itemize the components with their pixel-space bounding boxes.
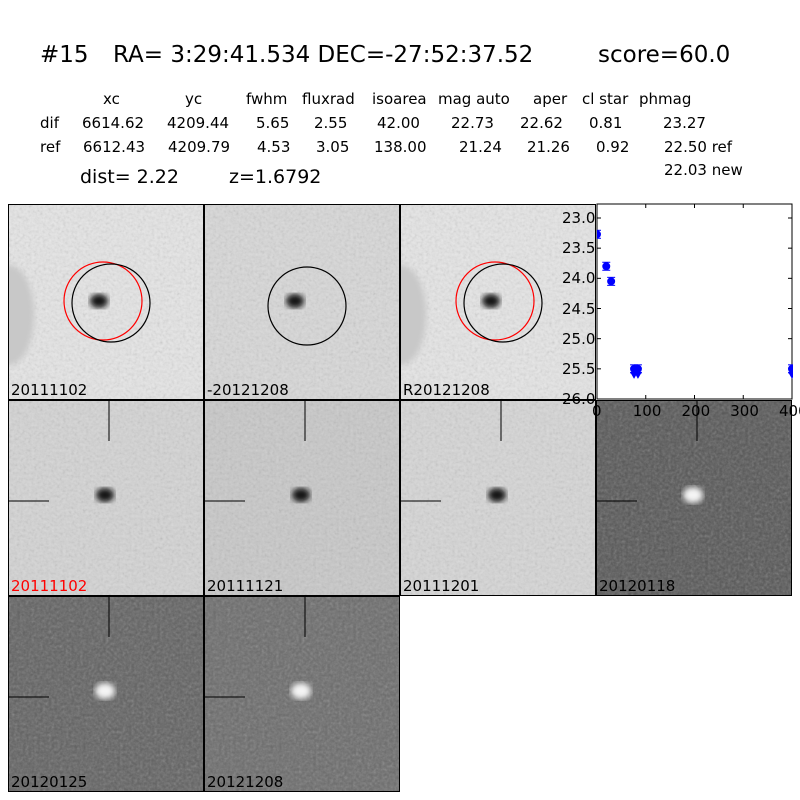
source-blob	[90, 294, 108, 308]
stamp-date-label: 20111121	[207, 577, 284, 595]
cell-value: 0.92	[596, 138, 630, 156]
detection-point	[633, 364, 642, 373]
coordinates: RA= 3:29:41.534 DEC=-27:52:37.52	[113, 42, 534, 68]
black-aperture-circle	[267, 266, 347, 346]
cell-value: 5.65	[256, 114, 290, 132]
stamp-date-label: 20120125	[11, 773, 88, 791]
upper-limit-marker	[630, 371, 639, 379]
column-header: cl star	[582, 90, 629, 108]
column-header: xc	[103, 90, 120, 108]
stamp-date-label: 20111201	[403, 577, 480, 595]
detection-point	[607, 277, 616, 286]
detection-point	[788, 364, 793, 373]
y-tick-label: 25.0	[562, 329, 596, 348]
column-header: yc	[185, 90, 203, 108]
dist-value: dist= 2.22	[80, 166, 179, 188]
candidate-id: #15	[40, 42, 89, 68]
x-tick-label: 400	[779, 402, 800, 420]
y-tick-label: 24.0	[562, 269, 596, 288]
stamp-date-label: -20121208	[207, 381, 289, 399]
detection-point	[630, 364, 639, 373]
cell-value: 22.50 ref	[664, 138, 733, 156]
detection-point	[602, 262, 611, 271]
plot-area	[596, 203, 793, 400]
row-label: dif	[40, 114, 59, 132]
cell-value: 0.81	[589, 114, 623, 132]
column-header: mag auto	[438, 90, 510, 108]
stamp-date-label: 20121208	[207, 773, 284, 791]
cell-value: 21.26	[527, 138, 570, 156]
x-tick-label: 100	[632, 402, 662, 420]
row-label: ref	[40, 138, 61, 156]
stamp-date-label: 20111102	[11, 381, 88, 399]
redshift-value: z=1.6792	[229, 166, 322, 188]
image-stamp: 20111201	[400, 400, 596, 596]
upper-limit-marker	[788, 371, 793, 379]
source-blob	[286, 294, 304, 308]
cell-value: 21.24	[459, 138, 502, 156]
y-tick-label: 25.5	[562, 359, 596, 378]
image-stamp: 20121208	[204, 596, 400, 792]
column-header: isoarea	[372, 90, 427, 108]
source-blob	[291, 683, 311, 699]
cell-value: 2.55	[314, 114, 348, 132]
cell-value: 22.62	[520, 114, 563, 132]
image-stamp: R20121208	[400, 204, 596, 400]
image-stamp: 20111121	[204, 400, 400, 596]
phmag-new: 22.03 new	[664, 161, 743, 179]
cell-value: 4.53	[257, 138, 291, 156]
cell-value: 4209.79	[168, 138, 231, 156]
y-tick-label: 24.5	[562, 299, 596, 318]
stamp-date-label: R20121208	[403, 381, 490, 399]
red-aperture-circle	[63, 261, 143, 341]
x-tick-label: 0	[592, 402, 602, 420]
score: score=60.0	[598, 42, 731, 68]
source-blob	[95, 683, 115, 699]
column-header: fwhm	[246, 90, 288, 108]
image-stamp: 20120125	[8, 596, 204, 792]
source-blob	[488, 488, 506, 502]
image-stamp: -20121208	[204, 204, 400, 400]
column-header: phmag	[639, 90, 692, 108]
y-tick-label: 23.0	[562, 209, 596, 227]
upper-limit-marker	[633, 371, 642, 379]
red-aperture-circle	[455, 261, 535, 341]
x-tick-label: 300	[730, 402, 759, 420]
y-tick-label: 23.5	[562, 239, 596, 258]
stamp-date-label: 20120118	[599, 577, 676, 595]
cell-value: 6614.62	[82, 114, 145, 132]
x-tick-label: 200	[681, 402, 711, 420]
image-stamp: 20111102	[8, 400, 204, 596]
cell-value: 3.05	[316, 138, 350, 156]
cell-value: 23.27	[663, 114, 706, 132]
source-blob	[292, 488, 310, 502]
cell-value: 42.00	[377, 114, 420, 132]
image-stamp: 20111102	[8, 204, 204, 400]
source-blob	[96, 488, 114, 502]
cell-value: 22.73	[451, 114, 494, 132]
cell-value: 6612.43	[83, 138, 146, 156]
image-stamp: 20120118	[596, 400, 792, 596]
source-blob	[683, 487, 703, 503]
cell-value: 4209.44	[167, 114, 230, 132]
cell-value: 138.00	[374, 138, 427, 156]
column-header: fluxrad	[302, 90, 355, 108]
black-aperture-circle	[71, 263, 151, 343]
stamp-date-label: 20111102	[11, 577, 88, 595]
source-blob	[482, 294, 500, 308]
column-header: aper	[533, 90, 568, 108]
y-tick-label: 26.0	[562, 390, 596, 408]
black-aperture-circle	[463, 263, 543, 343]
